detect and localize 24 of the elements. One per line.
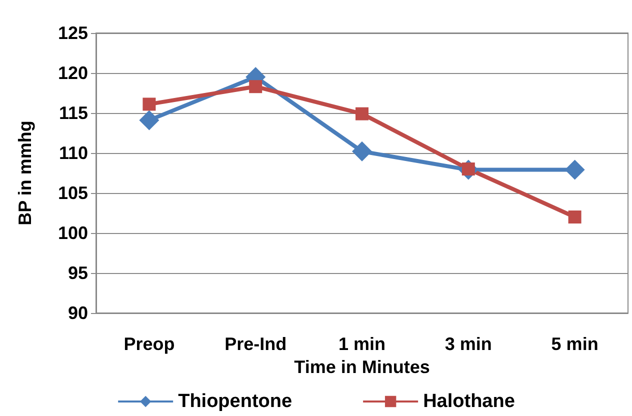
legend-label: Thiopentone xyxy=(178,391,292,412)
x-tick-label: 5 min xyxy=(551,334,598,354)
point xyxy=(568,210,582,224)
y-tick-label: 90 xyxy=(68,303,88,323)
x-tick-label: 3 min xyxy=(444,334,492,354)
x-axis-title: Time in Minutes xyxy=(294,356,430,377)
x-tick-label: Preop xyxy=(124,334,175,354)
y-axis-title: BP in mmhg xyxy=(15,120,35,226)
legend-label: Halothane xyxy=(423,391,515,412)
y-tick-label: 125 xyxy=(58,23,88,43)
y-tick-label: 100 xyxy=(58,223,88,243)
point xyxy=(142,98,156,111)
y-tick-label: 120 xyxy=(58,63,88,83)
point xyxy=(139,110,160,130)
y-tick-label: 115 xyxy=(58,103,88,123)
y-tick-label: 110 xyxy=(58,143,88,163)
y-tick-label: 105 xyxy=(58,183,88,203)
x-tick-label: 1 min xyxy=(338,334,386,354)
point xyxy=(352,141,372,162)
point xyxy=(564,160,585,180)
x-tick-label: Pre-Ind xyxy=(224,334,287,354)
point xyxy=(356,107,368,120)
y-tick-label: 95 xyxy=(68,263,88,283)
point xyxy=(249,80,262,94)
